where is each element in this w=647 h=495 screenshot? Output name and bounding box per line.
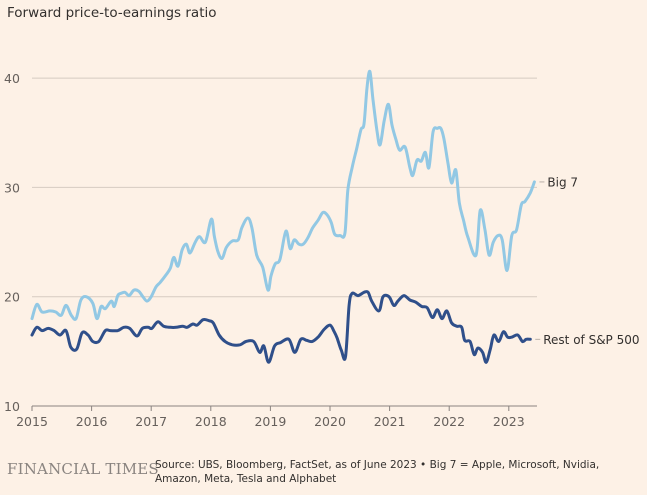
- source-note: Source: UBS, Bloomberg, FactSet, as of J…: [155, 459, 600, 485]
- series-labels: Big 7 Rest of S&P 500: [535, 175, 640, 347]
- y-axis-labels: 10 20 30 40: [4, 71, 20, 414]
- x-tick-label: 2019: [254, 414, 286, 429]
- y-tick-label: 30: [4, 180, 20, 195]
- series-label-rest-of-s-p-500: Rest of S&P 500: [543, 333, 639, 347]
- series-line-rest-of-s-p-500: [30, 290, 532, 364]
- x-tick-label: 2020: [314, 414, 346, 429]
- x-axis-labels: 2015 2016 2017 2018 2019 2020 2021 2022 2023: [16, 414, 525, 429]
- ft-logo: FINANCIAL TIMES: [7, 460, 159, 478]
- x-tick-label: 2022: [433, 414, 465, 429]
- series-label-big-7: Big 7: [547, 175, 578, 189]
- chart-title: Forward price-to-earnings ratio: [7, 5, 217, 21]
- series-line-big-7: [30, 69, 536, 321]
- x-tick-label: 2017: [135, 414, 167, 429]
- y-tick-label: 40: [4, 71, 20, 86]
- series-lines: [30, 69, 536, 364]
- x-tick-label: 2021: [374, 414, 406, 429]
- x-tick-label: 2023: [493, 414, 525, 429]
- x-tick-label: 2018: [195, 414, 227, 429]
- x-tick-label: 2015: [16, 414, 48, 429]
- y-tick-label: 20: [4, 290, 20, 305]
- x-tick-label: 2016: [76, 414, 108, 429]
- y-tick-label: 10: [4, 399, 20, 414]
- gridlines: [32, 77, 537, 298]
- x-axis: [31, 405, 537, 411]
